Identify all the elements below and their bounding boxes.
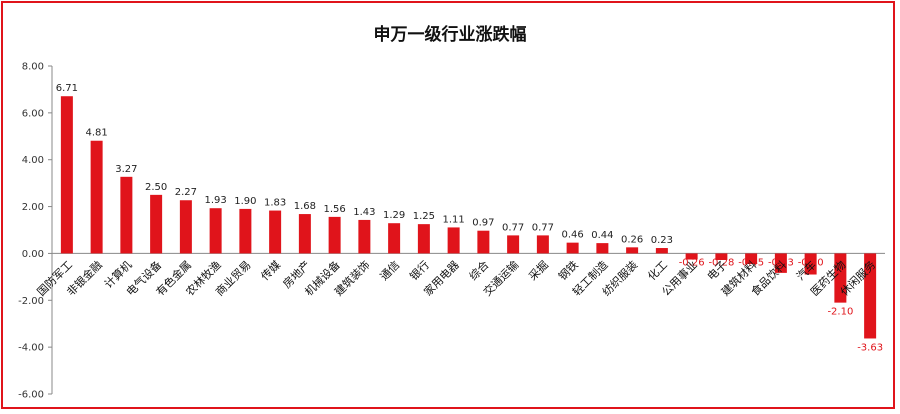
bar bbox=[864, 253, 877, 339]
data-label: -3.63 bbox=[857, 342, 883, 353]
bar bbox=[328, 216, 341, 254]
y-tick-label: 2.00 bbox=[22, 202, 44, 213]
data-label: 0.77 bbox=[532, 222, 554, 233]
data-label: 0.26 bbox=[621, 234, 643, 245]
category-label: 综合 bbox=[466, 258, 491, 283]
y-tick-label: 4.00 bbox=[22, 155, 44, 166]
data-label: -2.10 bbox=[827, 307, 853, 318]
data-label: 1.29 bbox=[383, 210, 405, 221]
y-tick-label: -2.00 bbox=[18, 296, 44, 307]
bar bbox=[60, 96, 73, 254]
data-label: -0.26 bbox=[679, 257, 705, 268]
bar bbox=[417, 224, 430, 254]
bar bbox=[715, 253, 728, 260]
data-label: 4.81 bbox=[85, 128, 107, 139]
bar bbox=[179, 200, 192, 254]
bar bbox=[507, 235, 520, 254]
y-tick-label: 6.00 bbox=[22, 108, 44, 119]
bar bbox=[120, 176, 133, 254]
bar bbox=[388, 223, 401, 254]
y-tick-label: 8.00 bbox=[22, 62, 44, 73]
data-label: -0.83 bbox=[768, 257, 794, 268]
bar bbox=[209, 208, 222, 254]
bar bbox=[447, 227, 460, 254]
bar bbox=[804, 253, 817, 275]
data-label: 1.68 bbox=[294, 201, 316, 212]
bar bbox=[90, 140, 103, 254]
category-label: 钢铁 bbox=[556, 258, 581, 283]
y-tick-label: -4.00 bbox=[18, 343, 44, 354]
category-label: 传媒 bbox=[258, 258, 283, 283]
y-tick-label: 0.00 bbox=[22, 249, 44, 260]
data-label: 0.77 bbox=[502, 222, 524, 233]
bar bbox=[239, 208, 252, 254]
bar bbox=[655, 248, 668, 254]
data-label: 0.23 bbox=[651, 235, 673, 246]
bar bbox=[150, 194, 163, 254]
data-label: 0.44 bbox=[591, 230, 613, 241]
data-label: -0.90 bbox=[798, 257, 824, 268]
data-label: 1.93 bbox=[204, 195, 226, 206]
data-label: 1.11 bbox=[442, 214, 464, 225]
data-label: 6.71 bbox=[56, 83, 78, 94]
data-label: -0.28 bbox=[708, 257, 734, 268]
bar bbox=[536, 235, 549, 254]
bar bbox=[745, 253, 758, 264]
bar bbox=[566, 242, 579, 254]
data-label: 2.27 bbox=[175, 187, 197, 198]
bar bbox=[269, 210, 282, 254]
data-label: 3.27 bbox=[115, 164, 137, 175]
category-label: 化工 bbox=[645, 258, 670, 283]
bar bbox=[298, 214, 311, 254]
bar bbox=[596, 243, 609, 254]
data-label: 1.83 bbox=[264, 198, 286, 209]
data-label: 1.56 bbox=[323, 204, 345, 215]
data-label: 1.90 bbox=[234, 196, 256, 207]
chart-title: 申万一级行业涨跌幅 bbox=[373, 25, 527, 45]
bar bbox=[626, 247, 639, 254]
bar bbox=[834, 253, 847, 303]
data-label: 1.25 bbox=[413, 211, 435, 222]
category-label: 采掘 bbox=[526, 258, 551, 283]
data-label: 0.97 bbox=[472, 218, 494, 229]
category-label: 银行 bbox=[407, 258, 432, 283]
data-label: 1.43 bbox=[353, 207, 375, 218]
chart-frame bbox=[1, 1, 895, 409]
category-label: 通信 bbox=[377, 258, 402, 283]
y-tick-label: -6.00 bbox=[18, 390, 44, 401]
data-label: 2.50 bbox=[145, 182, 167, 193]
bar bbox=[358, 219, 371, 254]
bar bbox=[685, 253, 698, 260]
data-label: -0.45 bbox=[738, 257, 764, 268]
bar bbox=[774, 253, 787, 273]
bar bbox=[477, 230, 490, 254]
data-label: 0.46 bbox=[561, 230, 583, 241]
